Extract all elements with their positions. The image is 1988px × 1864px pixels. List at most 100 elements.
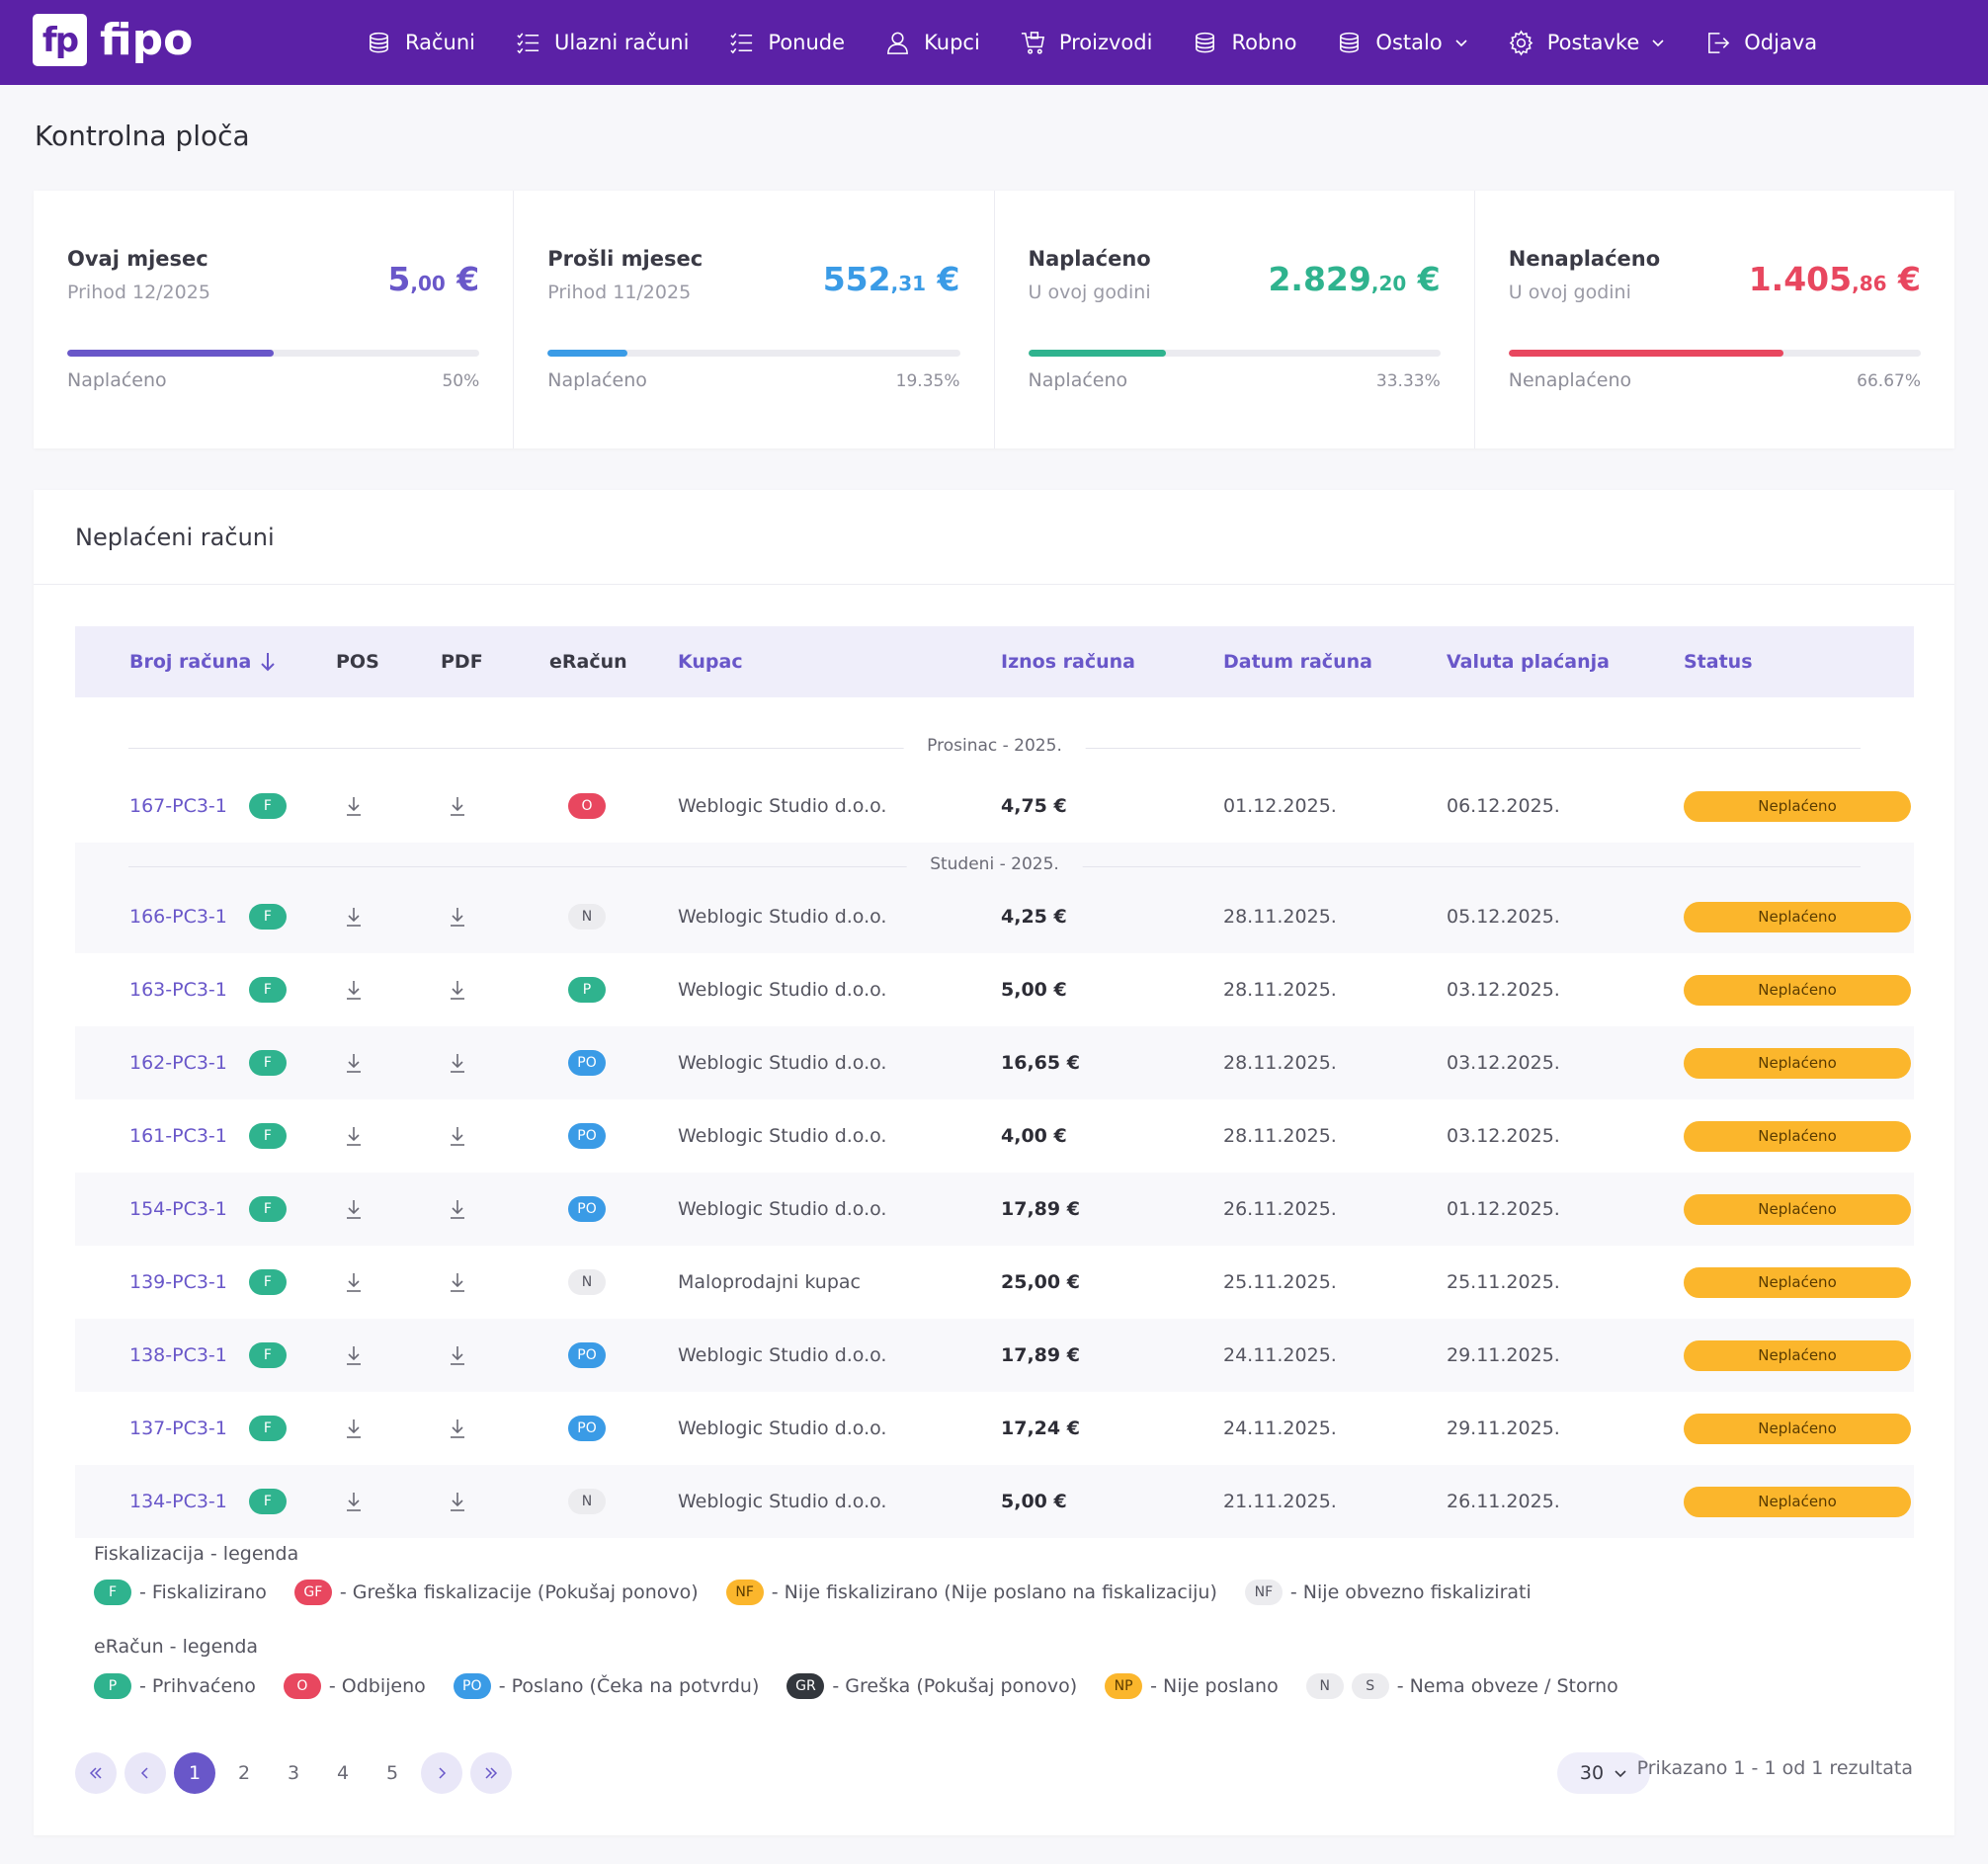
invoice-number-link[interactable]: 163-PC3-1 <box>129 979 227 1001</box>
legend-text: - Nije poslano <box>1150 1675 1279 1697</box>
invoice-number-link[interactable]: 167-PC3-1 <box>129 795 227 817</box>
nav-item-robno[interactable]: Robno <box>1192 30 1296 56</box>
pdf-download-icon[interactable] <box>449 1099 466 1173</box>
invoice-number-link[interactable]: 162-PC3-1 <box>129 1052 227 1074</box>
invoice-number-link[interactable]: 138-PC3-1 <box>129 1344 227 1366</box>
last-page-button[interactable] <box>470 1752 512 1794</box>
pos-download-icon[interactable] <box>345 1465 363 1538</box>
legend-badge: NF <box>725 1580 764 1605</box>
table-row[interactable]: 137-PC3-1 F PO Weblogic Studio d.o.o. 17… <box>75 1392 1914 1465</box>
pos-download-icon[interactable] <box>345 1246 363 1319</box>
pos-download-icon[interactable] <box>345 770 363 843</box>
customer-cell: Weblogic Studio d.o.o. <box>678 1491 887 1512</box>
invoice-date-cell: 28.11.2025. <box>1223 979 1337 1001</box>
pos-download-icon[interactable] <box>345 1026 363 1099</box>
column-header-iznos[interactable]: Iznos računa <box>1001 651 1135 673</box>
page-button[interactable]: 3 <box>287 1762 300 1784</box>
pos-download-icon[interactable] <box>345 880 363 953</box>
table-row[interactable]: 138-PC3-1 F PO Weblogic Studio d.o.o. 17… <box>75 1319 1914 1392</box>
pdf-download-icon[interactable] <box>449 953 466 1026</box>
invoice-number-link[interactable]: 166-PC3-1 <box>129 906 227 928</box>
pos-download-icon[interactable] <box>345 1173 363 1246</box>
amount-cell: 4,00 € <box>1001 1125 1067 1147</box>
nav-item-ulazni-ra-uni[interactable]: Ulazni računi <box>515 30 689 56</box>
customer-cell: Weblogic Studio d.o.o. <box>678 1418 887 1439</box>
nav-item-label: Ostalo <box>1375 31 1443 54</box>
table-row[interactable]: 166-PC3-1 F N Weblogic Studio d.o.o. 4,2… <box>75 880 1914 953</box>
progress-label: Nenaplaćeno <box>1508 369 1632 391</box>
pdf-download-icon[interactable] <box>449 1319 466 1392</box>
nav-item-ponude[interactable]: Ponude <box>728 30 845 56</box>
customer-cell: Weblogic Studio d.o.o. <box>678 1125 887 1147</box>
page-button[interactable]: 1 <box>174 1752 215 1794</box>
fiscal-status-badge: F <box>248 977 287 1003</box>
legend-badge: N <box>1305 1673 1344 1699</box>
legend-badge: S <box>1351 1673 1389 1699</box>
pos-download-icon[interactable] <box>345 1392 363 1465</box>
nav-item-proizvodi[interactable]: Proizvodi <box>1020 30 1153 56</box>
status-cell: Neplaćeno <box>1684 1465 1911 1538</box>
pos-download-icon[interactable] <box>345 953 363 1026</box>
prev-page-button[interactable] <box>124 1752 166 1794</box>
pdf-download-icon[interactable] <box>449 770 466 843</box>
column-header-valuta[interactable]: Valuta plaćanja <box>1447 651 1610 673</box>
table-row[interactable]: 162-PC3-1 F PO Weblogic Studio d.o.o. 16… <box>75 1026 1914 1099</box>
brand-logo[interactable]: fp fipo <box>33 14 193 66</box>
stat-value-main: 5 <box>387 260 411 298</box>
column-header-broj[interactable]: Broj računa <box>129 626 277 697</box>
column-header-datum[interactable]: Datum računa <box>1223 651 1372 673</box>
invoice-number-link[interactable]: 139-PC3-1 <box>129 1271 227 1293</box>
nav-item-label: Proizvodi <box>1058 31 1153 54</box>
invoice-number-link[interactable]: 134-PC3-1 <box>129 1491 227 1512</box>
table-row[interactable]: 161-PC3-1 F PO Weblogic Studio d.o.o. 4,… <box>75 1099 1914 1173</box>
table-row[interactable]: 139-PC3-1 F N Maloprodajni kupac 25,00 €… <box>75 1246 1914 1319</box>
first-page-button[interactable] <box>75 1752 117 1794</box>
table-row[interactable]: 163-PC3-1 F P Weblogic Studio d.o.o. 5,0… <box>75 953 1914 1026</box>
legend-er: P - Prihvaćeno O - Odbijeno PO - Poslano (Ček… <box>94 1673 1646 1699</box>
progress-label: Naplaćeno <box>547 369 647 391</box>
table-row[interactable]: 167-PC3-1 F O Weblogic Studio d.o.o. 4,7… <box>75 770 1914 843</box>
legend-item: GF - Greška fiskalizacije (Pokušaj ponovo… <box>293 1580 699 1605</box>
stat-subtitle: U ovoj godini <box>1028 282 1151 303</box>
page-button[interactable]: 4 <box>336 1762 350 1784</box>
legend-text: - Fiskalizirano <box>139 1581 267 1603</box>
table-row[interactable]: 134-PC3-1 F N Weblogic Studio d.o.o. 5,0… <box>75 1465 1914 1538</box>
per-page-select[interactable]: 30 <box>1557 1752 1650 1794</box>
pdf-download-icon[interactable] <box>449 1392 466 1465</box>
nav-item-ra-uni[interactable]: Računi <box>366 30 475 56</box>
nav-item-odjava[interactable]: Odjava <box>1704 30 1817 56</box>
column-header-kupac[interactable]: Kupac <box>678 651 743 673</box>
invoice-number-link[interactable]: 137-PC3-1 <box>129 1418 227 1439</box>
eracun-status-cell: N <box>568 880 606 953</box>
eracun-status-cell: PO <box>568 1392 606 1465</box>
page-button[interactable]: 5 <box>385 1762 399 1784</box>
nav-item-ostalo[interactable]: Ostalo <box>1336 30 1467 56</box>
status-badge: Neplaćeno <box>1684 901 1911 932</box>
nav-item-postavke[interactable]: Postavke <box>1508 30 1666 56</box>
pdf-download-icon[interactable] <box>449 1026 466 1099</box>
amount-cell: 25,00 € <box>1001 1271 1080 1293</box>
table-row[interactable]: 154-PC3-1 F PO Weblogic Studio d.o.o. 17… <box>75 1173 1914 1246</box>
nav-item-label: Postavke <box>1546 31 1640 54</box>
pdf-download-icon[interactable] <box>449 880 466 953</box>
next-page-button[interactable] <box>421 1752 462 1794</box>
checklist-icon <box>728 30 768 56</box>
pdf-download-icon[interactable] <box>449 1173 466 1246</box>
invoice-number-link[interactable]: 161-PC3-1 <box>129 1125 227 1147</box>
status-cell: Neplaćeno <box>1684 1319 1911 1392</box>
eracun-status-badge: O <box>568 793 606 819</box>
pos-download-icon[interactable] <box>345 1099 363 1173</box>
pos-download-icon[interactable] <box>345 1319 363 1392</box>
eracun-status-badge: PO <box>568 1123 606 1149</box>
customer-cell: Weblogic Studio d.o.o. <box>678 1052 887 1074</box>
chevron-left-icon <box>140 1767 148 1779</box>
pdf-download-icon[interactable] <box>449 1465 466 1538</box>
double-chevron-left-icon <box>89 1767 102 1779</box>
pdf-download-icon[interactable] <box>449 1246 466 1319</box>
nav-item-kupci[interactable]: Kupci <box>884 30 980 56</box>
page-button[interactable]: 2 <box>237 1762 251 1784</box>
chevron-down-icon <box>1455 40 1467 47</box>
column-header-status[interactable]: Status <box>1684 651 1753 673</box>
invoice-number-link[interactable]: 154-PC3-1 <box>129 1198 227 1220</box>
legend-item: GR - Greška (Pokušaj ponovo) <box>787 1673 1077 1699</box>
